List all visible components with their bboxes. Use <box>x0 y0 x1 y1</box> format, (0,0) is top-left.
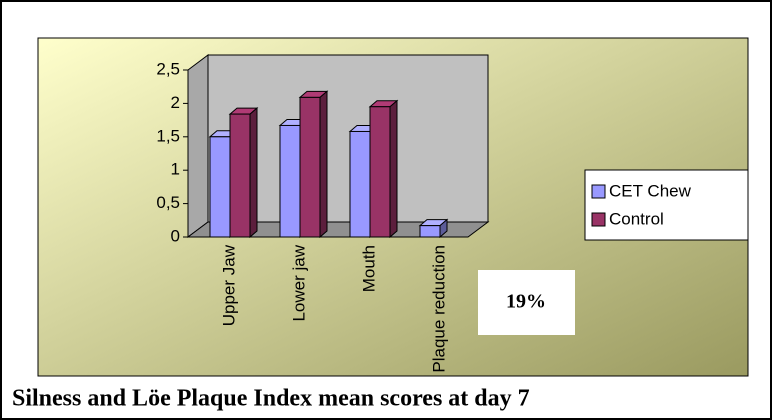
y-tick-label: 1,5 <box>156 126 180 145</box>
bar <box>349 130 371 238</box>
legend-label: CET Chew <box>609 181 692 200</box>
annotation: 19% <box>506 291 546 313</box>
bar-side <box>319 90 328 239</box>
x-tick-label: Upper Jaw <box>219 244 238 326</box>
bar <box>279 124 301 238</box>
x-tick-label: Lower jaw <box>289 244 308 321</box>
y-tick-label: 1 <box>171 160 180 179</box>
bar <box>209 136 231 238</box>
y-tick-label: 2,5 <box>156 59 180 78</box>
y-tick-label: 0,5 <box>156 193 180 212</box>
legend-label: Control <box>609 209 664 228</box>
bar <box>369 106 391 238</box>
legend-swatch <box>591 212 606 227</box>
x-tick-label: Plaque reduction <box>429 245 448 373</box>
legend <box>584 169 749 241</box>
annotation-box <box>478 270 575 335</box>
bar <box>229 113 251 238</box>
side-wall <box>187 54 209 238</box>
bar-side <box>249 107 258 239</box>
bar-side <box>389 99 398 239</box>
y-tick-label: 0 <box>171 226 180 245</box>
y-tick-label: 2 <box>171 93 180 112</box>
bar <box>299 96 321 238</box>
legend-swatch <box>591 184 606 199</box>
x-tick-label: Mouth <box>359 245 378 292</box>
caption: Silness and Löe Plaque Index mean scores… <box>12 386 530 412</box>
bar <box>419 225 441 238</box>
